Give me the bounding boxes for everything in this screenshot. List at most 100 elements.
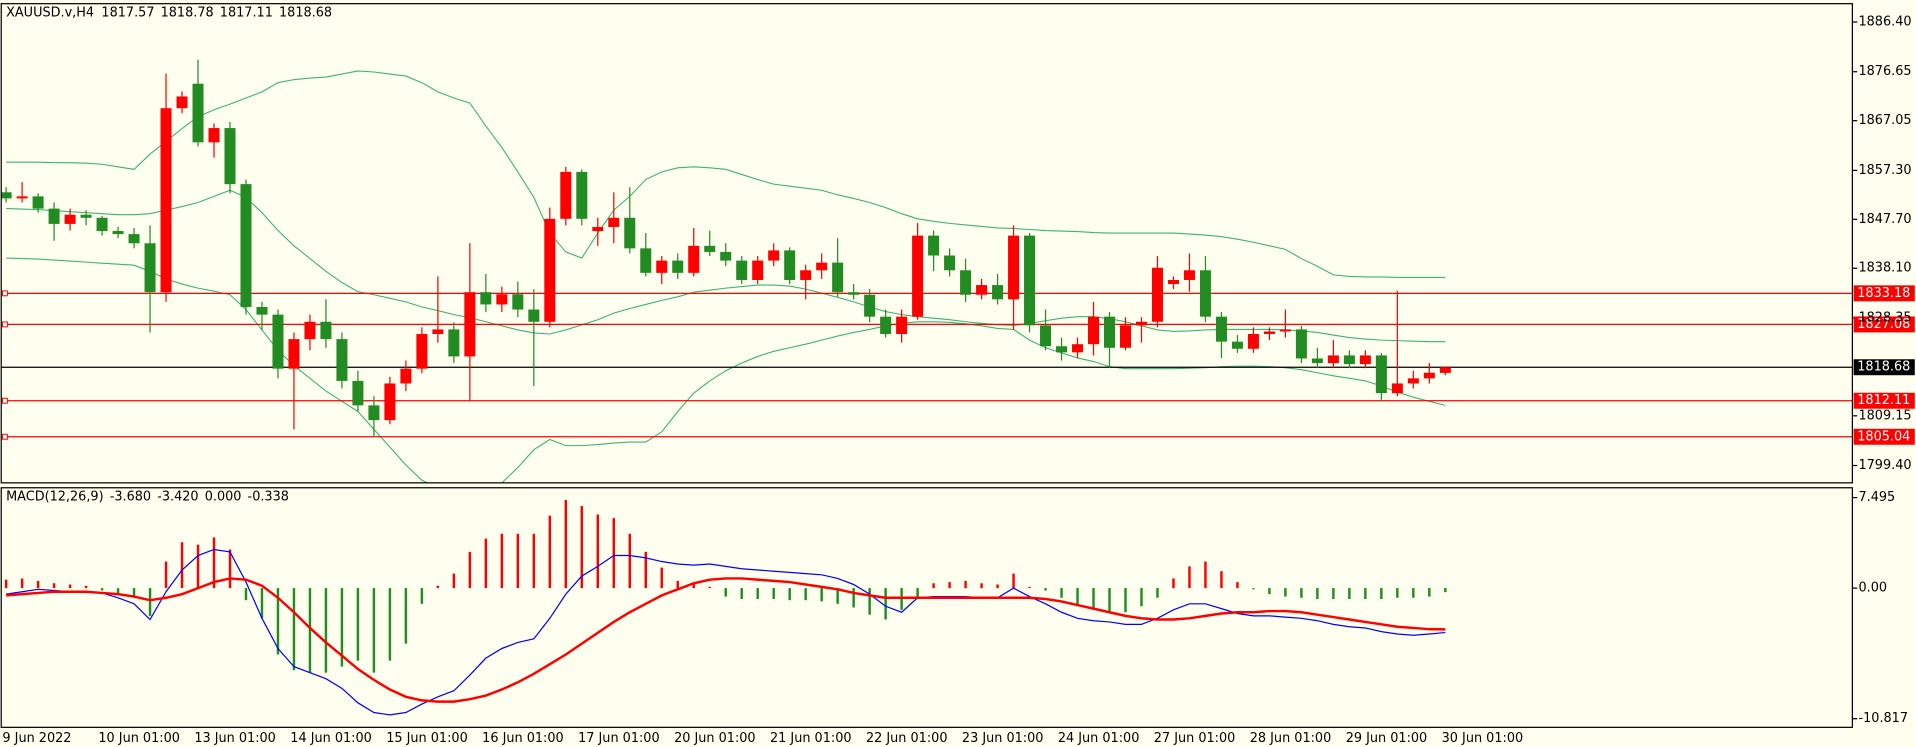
x-tick-label: 23 Jun 01:00 <box>962 731 1044 746</box>
level-label-box <box>1853 285 1915 302</box>
x-tick-label: 27 Jun 01:00 <box>1154 731 1236 746</box>
candle-body <box>976 285 988 295</box>
candle-body <box>1375 355 1387 394</box>
candle-body <box>1199 270 1211 317</box>
level-label-box <box>1853 316 1915 333</box>
candle-body <box>400 368 412 384</box>
candle-body <box>544 218 556 322</box>
candle-body <box>192 83 204 143</box>
y-tick-label: 7.495 <box>1858 490 1895 505</box>
level-label-box <box>1853 428 1915 445</box>
header-close: 1818.68 <box>279 5 332 20</box>
current-price-label: 1818.68 <box>1857 360 1910 375</box>
candle-body <box>1151 267 1163 322</box>
candle-body <box>1311 358 1323 364</box>
header-high: 1818.78 <box>161 5 214 20</box>
candle-body <box>960 270 972 295</box>
x-tick-label: 13 Jun 01:00 <box>194 731 276 746</box>
level-label-box <box>1853 392 1915 409</box>
header-low: 1817.11 <box>220 5 273 20</box>
candle-body <box>944 255 956 271</box>
candle-body <box>1391 383 1403 394</box>
macd-header: MACD(12,26,9) -3.680 -3.420 0.000 -0.338 <box>6 489 289 504</box>
candle-body <box>304 321 316 340</box>
candle-body <box>928 235 940 256</box>
y-tick-label: 1838.10 <box>1858 261 1911 276</box>
candle-body <box>1295 329 1307 359</box>
candle-body <box>416 334 428 369</box>
macd-plot <box>4 499 1447 716</box>
candle-body <box>80 214 92 218</box>
candle-body <box>480 292 492 305</box>
y-tick-label: 1799.40 <box>1858 458 1911 473</box>
candle-body <box>800 270 812 280</box>
symbol: XAUUSD.v,H4 <box>6 5 94 20</box>
macd-panel-border <box>0 487 1853 728</box>
candle-body <box>768 250 780 261</box>
x-tick-label: 24 Jun 01:00 <box>1058 731 1140 746</box>
candle-body <box>160 108 172 293</box>
candle-body <box>592 226 604 232</box>
indicator-value: -3.680 <box>110 489 151 504</box>
y-tick-label: 1867.05 <box>1858 113 1911 128</box>
candle-body <box>288 339 300 369</box>
candle-body <box>1279 329 1291 332</box>
candle-body <box>672 260 684 273</box>
indicator-value: -3.420 <box>157 489 198 504</box>
x-tick-label: 22 Jun 01:00 <box>866 731 948 746</box>
x-tick-label: 30 Jun 01:00 <box>1442 731 1524 746</box>
candle-body <box>720 251 732 261</box>
candle-body <box>448 329 460 357</box>
candle-body <box>256 306 268 315</box>
candle-body <box>1104 316 1116 348</box>
candle-body <box>144 243 156 293</box>
level-marker <box>1 433 8 440</box>
candle-body <box>1439 367 1451 373</box>
candle-body <box>336 339 348 381</box>
candle-body <box>128 234 140 244</box>
candle-body <box>1072 344 1084 353</box>
candle-body <box>1119 325 1132 348</box>
current-price-label-box <box>1853 359 1915 376</box>
candle-body <box>272 314 284 369</box>
candle-body <box>512 294 524 310</box>
candle-body <box>864 294 876 317</box>
candle-body <box>32 196 44 209</box>
candle-body <box>384 383 396 421</box>
x-tick-label: 28 Jun 01:00 <box>1250 731 1332 746</box>
candle-body <box>1 192 12 199</box>
candle-body <box>496 294 508 305</box>
candle-body <box>320 321 332 340</box>
indicator-value: -0.338 <box>248 489 289 504</box>
price-panel-border <box>0 3 1853 484</box>
candle-body <box>1056 346 1068 353</box>
level-label: 1827.08 <box>1857 317 1910 332</box>
candle-body <box>1215 316 1227 342</box>
level-label: 1833.18 <box>1857 286 1910 301</box>
candle-body <box>224 128 236 185</box>
candle-body <box>1135 321 1147 326</box>
x-tick-label: 16 Jun 01:00 <box>482 731 564 746</box>
candle-body <box>1263 331 1275 335</box>
y-tick-label: 1876.65 <box>1858 64 1911 79</box>
y-tick-label: -10.817 <box>1858 711 1908 726</box>
candle-body <box>896 316 908 335</box>
candle-body <box>624 217 636 249</box>
bollinger-upper <box>6 70 1446 278</box>
candle-body <box>688 245 700 273</box>
candle-body <box>64 214 76 224</box>
candle-body <box>848 292 860 295</box>
candle-body <box>1024 235 1036 326</box>
candle-body <box>1231 341 1243 349</box>
y-tick-label: 1857.30 <box>1858 163 1911 178</box>
candle-body <box>1327 355 1339 364</box>
candle-body <box>1183 270 1195 280</box>
candle-body <box>96 217 108 232</box>
level-label: 1805.04 <box>1857 429 1910 444</box>
candle-body <box>48 208 60 224</box>
x-tick-label: 17 Jun 01:00 <box>578 731 660 746</box>
level-marker <box>1 321 8 328</box>
candle-body <box>208 128 220 143</box>
indicator-value: 0.000 <box>205 489 242 504</box>
